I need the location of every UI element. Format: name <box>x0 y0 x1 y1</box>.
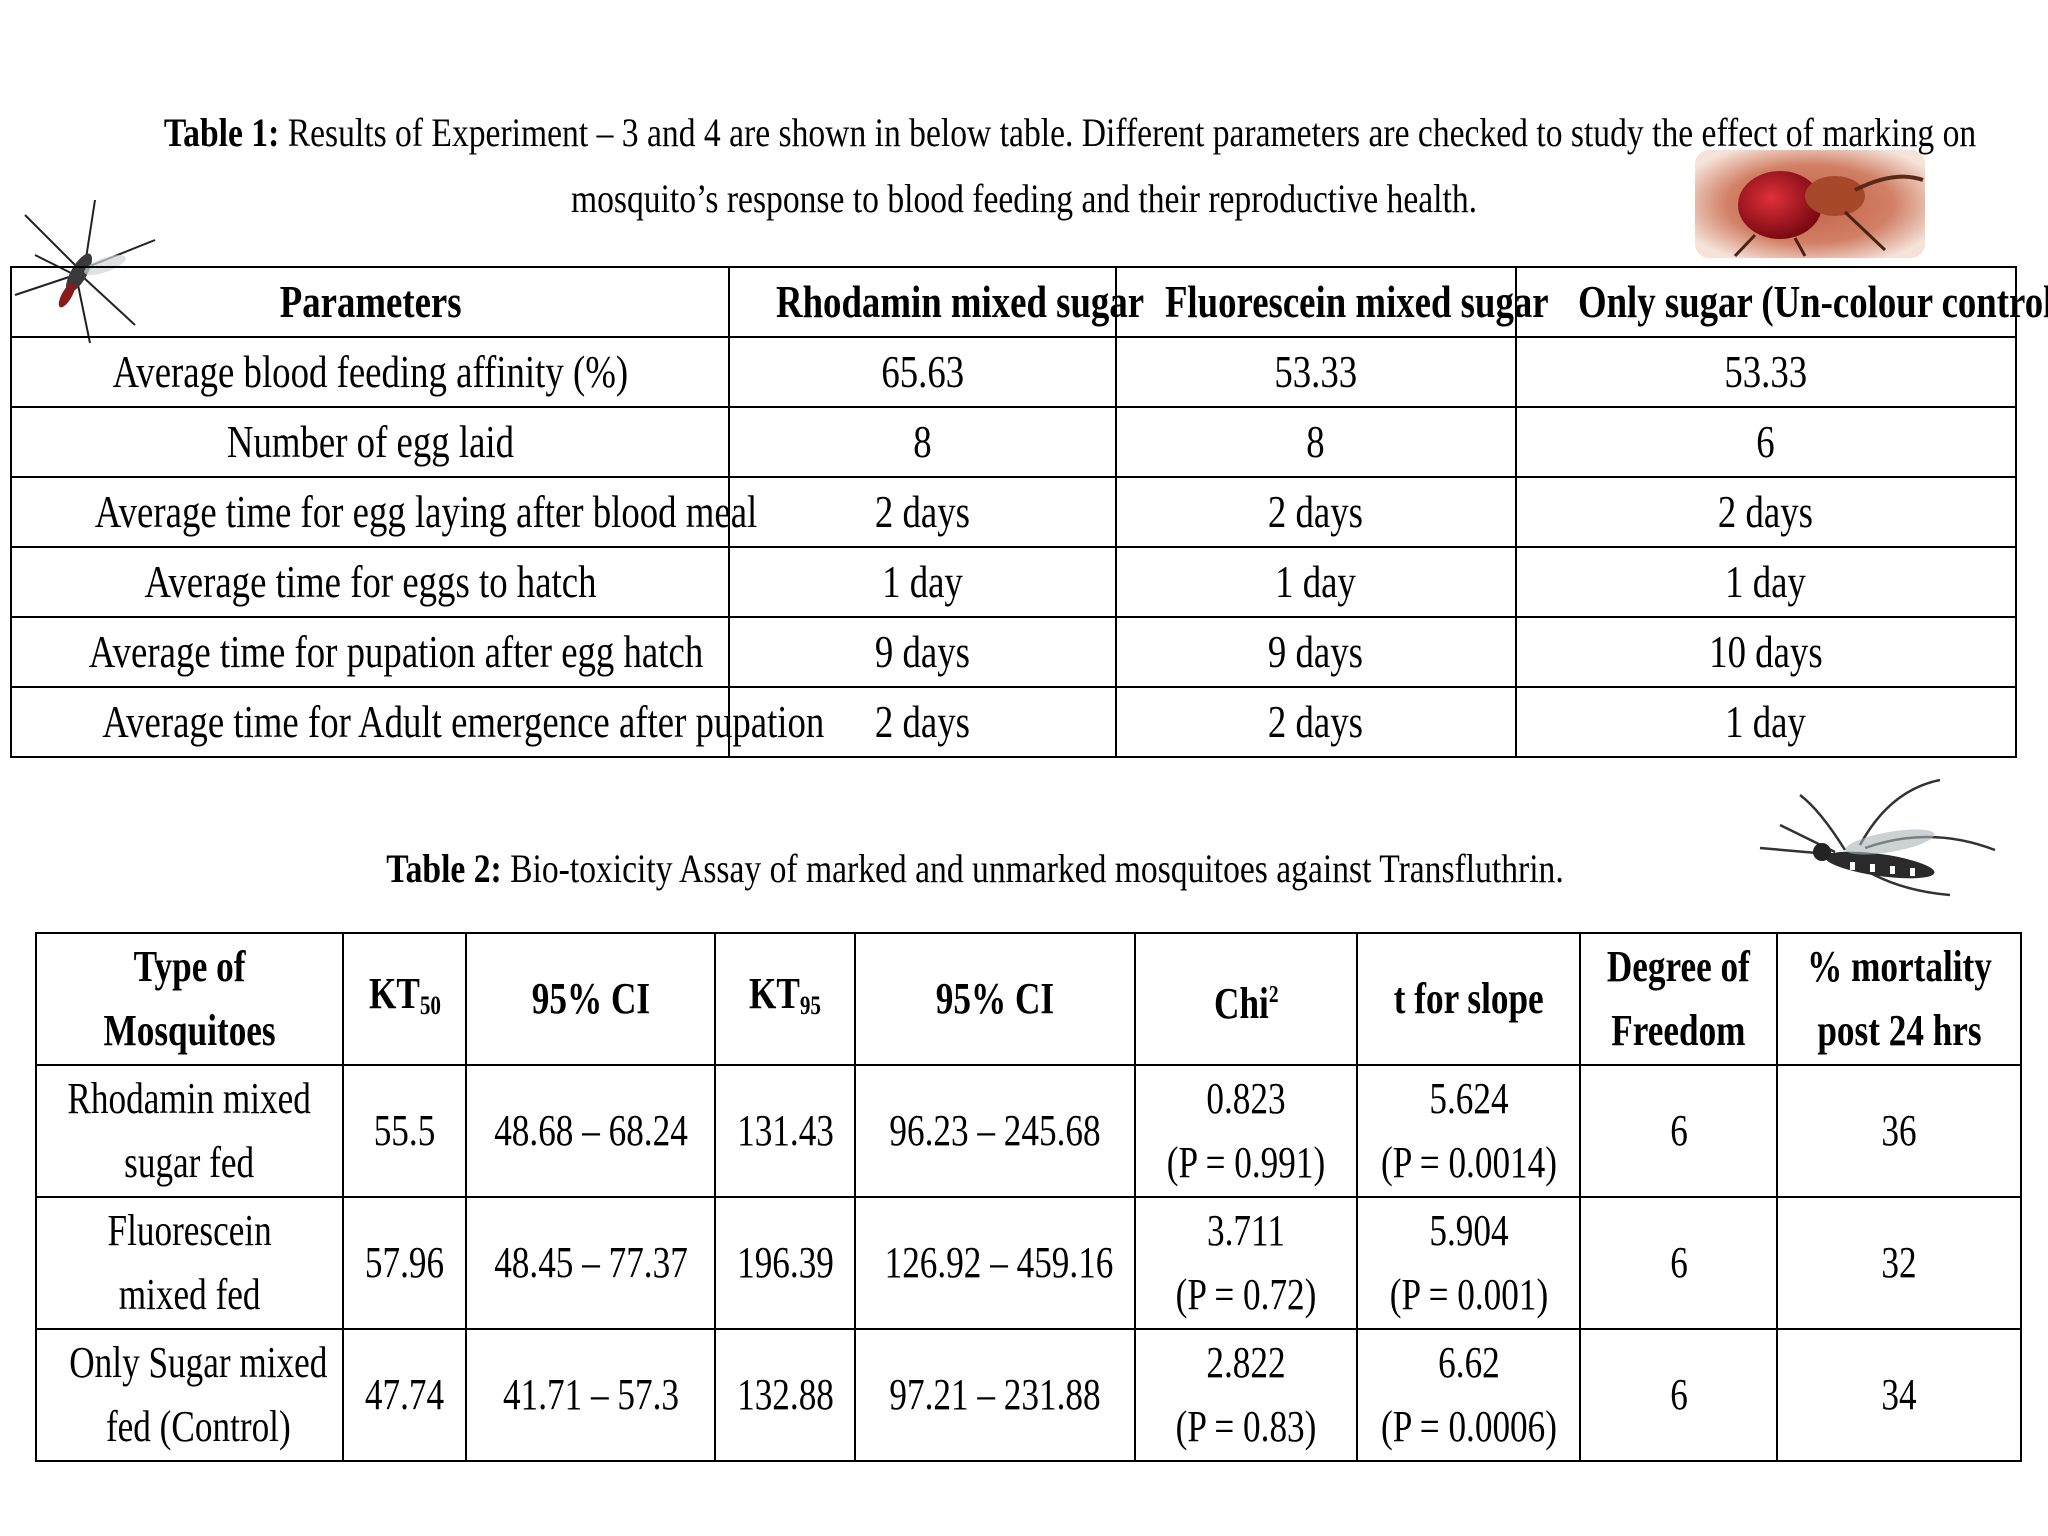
table-cell: 97.21 – 231.88 <box>854 1328 1136 1462</box>
header-cell: Parameters <box>9 266 731 338</box>
table2: Type of Mosquitoes KT50 95% CI KT95 95% C… <box>35 932 2022 1462</box>
table-cell: 2 days <box>1114 686 1517 758</box>
header-cell: Type of Mosquitoes <box>35 932 344 1066</box>
table-cell: 2 days <box>1114 476 1517 548</box>
mosquito-icon <box>1759 778 1996 897</box>
table-cell: 5.904 (P = 0.001) <box>1356 1196 1581 1330</box>
table-cell: 1 day <box>1114 546 1517 618</box>
table2-caption-text: Bio-toxicity Assay of marked and unmarke… <box>510 846 1564 891</box>
table-cell: Average blood feeding affinity (%) <box>9 336 731 408</box>
table-cell: 65.63 <box>728 336 1117 408</box>
header-cell: 95% CI <box>854 932 1136 1066</box>
table-cell: 6 <box>1579 1196 1778 1330</box>
header-cell: % mortality post 24 hrs <box>1776 932 2022 1066</box>
table-cell: Average time for eggs to hatch <box>9 546 731 618</box>
table-cell: 41.71 – 57.3 <box>465 1328 716 1462</box>
table-row: Only Sugar mixed fed (Control) 47.74 41.7… <box>35 1328 2022 1462</box>
table1-caption: Table 1: Results of Experiment – 3 and 4… <box>163 100 1976 232</box>
table-row: Number of egg laid 8 8 6 <box>9 406 2018 478</box>
table-cell: 3.711 (P = 0.72) <box>1134 1196 1358 1330</box>
table-cell: 2 days <box>728 686 1117 758</box>
table-cell: 8 <box>1114 406 1517 478</box>
table-cell: Only Sugar mixed fed (Control) <box>35 1328 344 1462</box>
table-row: Fluorescein mixed fed 57.96 48.45 – 77.37… <box>35 1196 2022 1330</box>
table-cell: Number of egg laid <box>9 406 731 478</box>
table-cell: 34 <box>1776 1328 2022 1462</box>
table-cell: 10 days <box>1514 616 2018 688</box>
table-row: Average time for pupation after egg hatc… <box>9 616 2018 688</box>
table-cell: 5.624 (P = 0.0014) <box>1356 1064 1581 1198</box>
table-cell: 6 <box>1579 1064 1778 1198</box>
table1-caption-line1: Results of Experiment – 3 and 4 are show… <box>287 110 1977 155</box>
table-cell: 1 day <box>728 546 1117 618</box>
table-cell: 1 day <box>1514 686 2018 758</box>
table-cell: 6.62 (P = 0.0006) <box>1356 1328 1581 1462</box>
blood-fed-mosquito-icon <box>1695 150 1925 258</box>
header-cell: Chi2 <box>1134 932 1358 1066</box>
table-cell: Fluorescein mixed fed <box>35 1196 344 1330</box>
table2-caption: Table 2: Bio-toxicity Assay of marked an… <box>156 836 1794 902</box>
table-cell: 132.88 <box>714 1328 856 1462</box>
table-cell: 48.45 – 77.37 <box>465 1196 716 1330</box>
table-cell: 47.74 <box>342 1328 467 1462</box>
table-header-row: Parameters Rhodamin mixed sugar Fluoresc… <box>9 266 2048 338</box>
table-cell: 126.92 – 459.16 <box>854 1196 1136 1330</box>
table-row: Average time for eggs to hatch 1 day 1 d… <box>9 546 2018 618</box>
table-cell: 6 <box>1514 406 2018 478</box>
table-cell: 53.33 <box>1514 336 2018 408</box>
table-cell: 6 <box>1579 1328 1778 1462</box>
table-cell: 9 days <box>728 616 1117 688</box>
table-row: Average blood feeding affinity (%) 65.63… <box>9 336 2018 408</box>
table-cell: 36 <box>1776 1064 2022 1198</box>
table-cell: 32 <box>1776 1196 2022 1330</box>
table1-caption-line2: mosquito’s response to blood feeding and… <box>570 176 1478 221</box>
table2-caption-label: Table 2: <box>386 846 502 891</box>
header-cell: Degree of Freedom <box>1579 932 1778 1066</box>
table-cell: 55.5 <box>342 1064 467 1198</box>
table-row: Rhodamin mixed sugar fed 55.5 48.68 – 68.… <box>35 1064 2022 1198</box>
table-cell: Rhodamin mixed sugar fed <box>35 1064 344 1198</box>
table-cell: 2.822 (P = 0.83) <box>1134 1328 1358 1462</box>
header-cell: KT50 <box>342 932 467 1066</box>
table-header-row: Type of Mosquitoes KT50 95% CI KT95 95% C… <box>35 932 2022 1066</box>
header-cell: 95% CI <box>465 932 716 1066</box>
table-cell: 131.43 <box>714 1064 856 1198</box>
table-cell: Average time for pupation after egg hatc… <box>9 616 731 688</box>
table-cell: 9 days <box>1114 616 1517 688</box>
table-cell: 2 days <box>1514 476 2018 548</box>
table-row: Average time for egg laying after blood … <box>9 476 2018 548</box>
header-cell: Fluorescein mixed sugar <box>1114 266 1548 338</box>
table-cell: 2 days <box>728 476 1117 548</box>
table1-caption-label: Table 1: <box>163 110 280 155</box>
table-cell: 96.23 – 245.68 <box>854 1064 1136 1198</box>
header-cell: t for slope <box>1356 932 1581 1066</box>
table-cell: 196.39 <box>714 1196 856 1330</box>
header-cell: Rhodamin mixed sugar <box>728 266 1144 338</box>
header-cell: KT95 <box>714 932 856 1066</box>
table-row: Average time for Adult emergence after p… <box>9 686 2018 758</box>
table-cell: 57.96 <box>342 1196 467 1330</box>
table1: Parameters Rhodamin mixed sugar Fluoresc… <box>9 266 2048 758</box>
table-cell: 53.33 <box>1114 336 1517 408</box>
table-cell: 8 <box>728 406 1117 478</box>
table-cell: Average time for Adult emergence after p… <box>9 686 824 758</box>
header-cell: Only sugar (Un-colour control) <box>1514 266 2048 338</box>
table-cell: 0.823 (P = 0.991) <box>1134 1064 1358 1198</box>
table-cell: Average time for egg laying after blood … <box>9 476 757 548</box>
table-cell: 48.68 – 68.24 <box>465 1064 716 1198</box>
table-cell: 1 day <box>1514 546 2018 618</box>
